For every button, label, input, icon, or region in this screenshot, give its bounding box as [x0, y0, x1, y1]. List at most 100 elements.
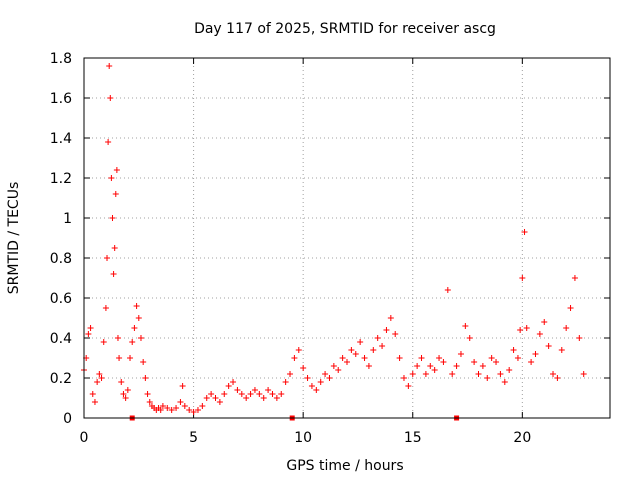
data-point: [501, 379, 508, 385]
data-points: [81, 63, 587, 415]
data-point: [216, 399, 223, 405]
data-point: [580, 371, 587, 377]
data-point: [144, 391, 151, 397]
data-point: [94, 379, 101, 385]
x-axis-label: GPS time / hours: [286, 458, 403, 474]
data-point: [98, 375, 105, 381]
data-point: [436, 355, 443, 361]
data-point: [106, 63, 113, 69]
tick-labels: 0 0.2 0.4 0.6 0.8 1 1.2 1.4 1.6 1.8 0 5 10 15 20: [50, 51, 532, 446]
data-point: [510, 347, 517, 353]
data-point: [330, 363, 337, 369]
data-point: [146, 399, 153, 405]
y-tick-label: 1.8: [50, 51, 72, 67]
data-point: [265, 387, 272, 393]
data-point: [208, 391, 215, 397]
data-point: [322, 371, 329, 377]
data-point: [109, 215, 116, 221]
data-point: [479, 363, 486, 369]
data-point: [567, 305, 574, 311]
data-point: [431, 367, 438, 373]
data-point: [129, 339, 136, 345]
data-point: [558, 347, 565, 353]
data-point: [344, 359, 350, 365]
data-point: [108, 175, 115, 181]
data-point: [225, 383, 232, 389]
data-point: [85, 331, 92, 337]
y-axis-label: SRMTID / TECUs: [6, 182, 22, 295]
data-point: [212, 395, 219, 401]
data-point: [173, 405, 180, 411]
data-point: [528, 359, 535, 365]
x-tick-label: 5: [189, 430, 198, 446]
data-point: [545, 343, 552, 349]
data-point: [357, 339, 364, 345]
data-point: [179, 383, 186, 389]
data-point: [181, 403, 188, 409]
data-point: [105, 139, 112, 145]
data-point: [91, 399, 98, 405]
data-point: [521, 229, 528, 235]
data-point: [199, 403, 206, 409]
data-point: [159, 403, 166, 409]
data-point: [409, 371, 416, 377]
data-point: [87, 325, 94, 331]
data-point: [361, 355, 368, 361]
data-point: [466, 335, 473, 341]
data-point: [273, 395, 280, 401]
data-point: [304, 375, 311, 381]
data-point: [203, 395, 210, 401]
data-point: [194, 407, 201, 413]
data-point: [116, 355, 123, 361]
data-point: [313, 387, 320, 393]
data-point: [234, 387, 241, 393]
data-point: [120, 391, 127, 397]
data-point: [379, 343, 386, 349]
data-point: [541, 319, 548, 325]
data-point: [190, 409, 197, 415]
y-tick-label: 1.4: [50, 131, 72, 147]
data-point: [287, 371, 294, 377]
data-point: [102, 305, 109, 311]
data-point: [462, 323, 469, 329]
data-point: [519, 275, 526, 281]
data-point: [453, 363, 460, 369]
data-point: [365, 363, 372, 369]
data-point: [238, 391, 245, 397]
x-tick-label: 20: [513, 430, 531, 446]
data-point: [493, 359, 500, 365]
data-point: [400, 375, 407, 381]
data-point: [383, 327, 390, 333]
data-point: [260, 395, 267, 401]
data-point: [506, 367, 513, 373]
data-point: [186, 407, 193, 413]
data-point: [326, 375, 333, 381]
data-point: [387, 315, 394, 321]
data-point: [295, 347, 302, 353]
y-tick-label: 1: [63, 211, 72, 227]
data-point: [100, 339, 107, 345]
data-point: [168, 407, 175, 413]
data-point: [256, 391, 263, 397]
data-point: [517, 327, 524, 333]
data-point: [418, 355, 425, 361]
plot-frame: [83, 57, 611, 419]
data-point: [104, 255, 111, 261]
y-tick-label: 1.2: [50, 171, 72, 187]
data-point: [89, 391, 96, 397]
y-tick-label: 0: [63, 411, 72, 427]
data-point: [135, 315, 142, 321]
x-tick-label: 15: [404, 430, 422, 446]
data-point: [348, 347, 355, 353]
x-tick-label: 10: [294, 430, 312, 446]
data-point: [243, 395, 250, 401]
data-point: [269, 391, 276, 397]
y-tick-label: 1.6: [50, 91, 72, 107]
data-point: [137, 335, 144, 341]
data-point: [352, 351, 359, 357]
data-point: [488, 355, 495, 361]
data-point: [127, 355, 134, 361]
data-point: [576, 335, 583, 341]
data-point: [118, 379, 125, 385]
data-point: [422, 371, 429, 377]
